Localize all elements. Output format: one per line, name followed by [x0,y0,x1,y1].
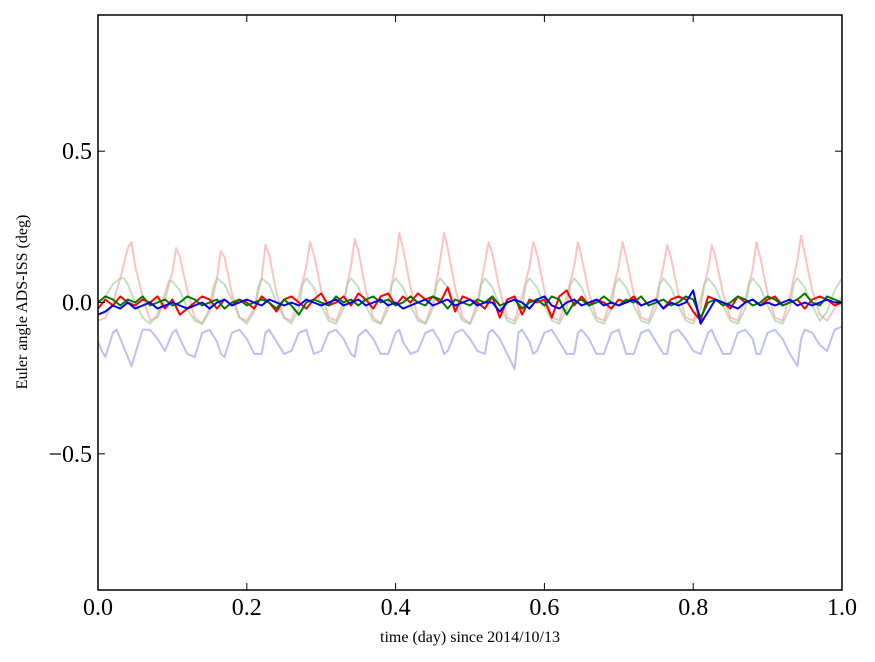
y-tick-label: 0.0 [62,291,92,317]
series-line-1 [98,277,842,325]
series-line-5 [98,289,842,325]
y-tick-label: −0.5 [48,442,92,468]
x-tick-label: 0.4 [381,595,411,621]
x-tick-label: 0.0 [83,595,113,621]
x-tick-label: 0.2 [232,595,262,621]
x-axis-label: time (day) since 2014/10/13 [380,629,560,646]
series-line-2 [98,325,842,371]
ticks-layer: 0.0 0.2 0.4 0.6 0.8 1.0 −0.5 0.0 0.5 [48,15,857,621]
x-tick-label: 0.6 [529,595,559,621]
y-axis-label: Euler angle ADS-ISS (deg) [14,215,31,390]
x-tick-label: 0.8 [678,595,708,621]
series-layer [98,231,842,371]
y-tick-label: 0.5 [62,139,92,165]
x-tick-label: 1.0 [827,595,857,621]
